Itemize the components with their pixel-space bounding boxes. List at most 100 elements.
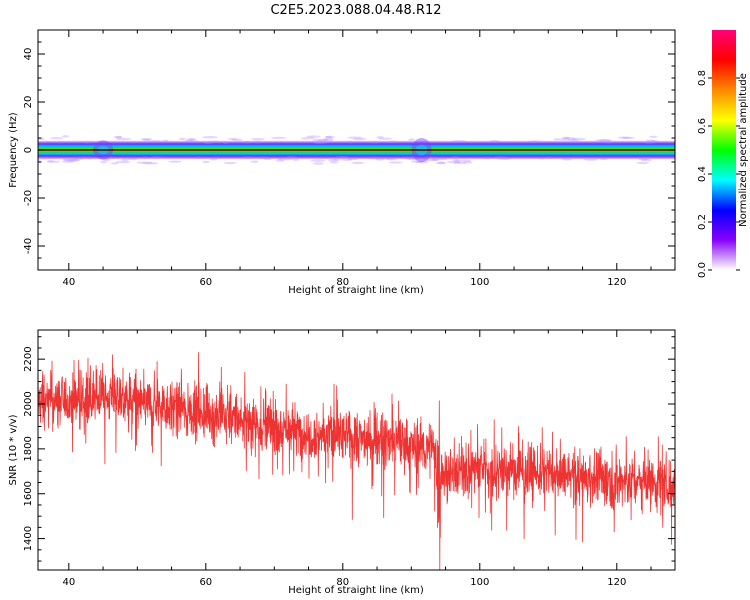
band-speckle xyxy=(178,137,186,141)
band-speckle xyxy=(561,136,570,140)
band-speckle xyxy=(140,137,153,141)
band-speckle xyxy=(403,156,420,159)
band-speckle xyxy=(431,157,448,161)
x-tick-label: 40 xyxy=(62,277,75,288)
band-speckle xyxy=(489,139,500,143)
band-speckle xyxy=(603,141,612,144)
x-tick-label: 100 xyxy=(470,577,489,588)
band-speckle xyxy=(292,158,300,161)
band-speckle xyxy=(553,138,561,141)
spectral-band xyxy=(38,135,675,165)
band-speckle xyxy=(310,159,326,162)
band-speckle xyxy=(379,156,394,160)
colorbar-tick-label: 0.8 xyxy=(697,70,708,86)
snr-frame xyxy=(37,329,676,571)
band-speckle xyxy=(352,137,367,141)
band-speckle xyxy=(115,136,123,139)
band-speckle xyxy=(561,158,572,161)
band-speckle xyxy=(375,158,385,161)
band-speckle xyxy=(410,160,424,163)
band-speckle xyxy=(386,158,397,161)
band-speckle xyxy=(227,137,238,141)
snr-series-line xyxy=(38,352,675,570)
band-speckle xyxy=(100,160,108,164)
band-speckle xyxy=(422,156,431,159)
band-speckle xyxy=(85,156,95,160)
band-speckle xyxy=(617,136,631,139)
band-speckle xyxy=(453,160,462,163)
band-speckle xyxy=(142,156,149,159)
snr-ticks: 40 60 80 100 120 1400 1600 1800 2000 2200 xyxy=(23,330,675,588)
band-speckle xyxy=(312,141,328,144)
band-speckle xyxy=(150,156,163,159)
y-tick-label: 0 xyxy=(23,147,34,153)
band-speckle xyxy=(564,137,577,140)
band-speckle xyxy=(252,141,264,144)
y-tick-label: 2200 xyxy=(23,346,34,371)
x-tick-label: 120 xyxy=(607,577,626,588)
band-speckle xyxy=(452,159,461,162)
band-speckle xyxy=(148,140,162,143)
band-speckle xyxy=(231,138,243,142)
figure-title: C2E5.2023.088.04.48.R12 xyxy=(270,3,441,18)
band-speckle xyxy=(387,140,398,144)
band-speckle xyxy=(640,158,652,162)
band-speckle xyxy=(462,161,473,164)
spectrogram-x-label: Height of straight line (km) xyxy=(288,285,424,296)
band-speckle xyxy=(341,158,353,162)
band-speckle xyxy=(636,161,650,165)
band-speckle xyxy=(207,140,221,144)
band-speckle xyxy=(567,138,579,142)
band-speckle xyxy=(250,137,266,141)
band-speckle xyxy=(312,138,323,142)
band-speckle xyxy=(210,158,218,161)
band-speckle xyxy=(378,137,393,140)
band-speckle xyxy=(328,159,338,162)
y-tick-label: 1400 xyxy=(23,526,34,551)
band-speckle xyxy=(538,157,545,160)
band-speckle xyxy=(333,158,341,161)
band-speckle xyxy=(46,159,54,163)
band-speckle xyxy=(312,162,325,165)
snr-x-label: Height of straight line (km) xyxy=(288,585,424,596)
x-tick-label: 40 xyxy=(62,577,75,588)
band-speckle xyxy=(63,159,79,162)
band-speckle xyxy=(113,135,123,139)
band-speckle xyxy=(638,158,648,161)
band-speckle xyxy=(317,139,334,142)
y-tick-label: 20 xyxy=(23,96,34,109)
band-speckle xyxy=(185,138,195,141)
band-speckle xyxy=(329,161,339,164)
band-speckle xyxy=(494,156,506,159)
band-speckle xyxy=(254,156,270,159)
band-speckle xyxy=(347,157,359,161)
band-speckle xyxy=(194,156,205,160)
band-speckle xyxy=(263,157,272,160)
band-speckle xyxy=(438,161,446,164)
colorbar-tick-label: 0.6 xyxy=(697,118,708,134)
band-speckle xyxy=(408,138,416,141)
band-speckle xyxy=(650,140,659,143)
band-speckle xyxy=(369,141,380,144)
spectrogram-ticks: 40 60 80 100 120 -40 -20 0 20 40 xyxy=(23,29,675,288)
band-speckle xyxy=(127,157,139,161)
band-speckle xyxy=(61,135,70,138)
band-speckle xyxy=(453,161,467,165)
band-speckle xyxy=(446,160,461,164)
band-speckle xyxy=(595,139,611,142)
band-speckle xyxy=(431,158,440,162)
spectrogram-y-label: Frequency (Hz) xyxy=(8,112,19,188)
band-speckle xyxy=(645,139,656,142)
band-speckle xyxy=(62,160,75,163)
band-speckle xyxy=(346,140,355,144)
band-speckle xyxy=(104,156,115,160)
x-tick-label: 60 xyxy=(199,577,212,588)
band-speckle xyxy=(202,160,210,164)
band-speckle xyxy=(306,135,321,138)
band-speckle xyxy=(121,158,129,162)
snr-y-label: SNR (10 * v/v) xyxy=(8,414,19,485)
y-tick-label: 1600 xyxy=(23,481,34,506)
colorbar-ticks: 0.0 0.2 0.4 0.6 0.8 xyxy=(697,70,740,278)
band-speckle xyxy=(68,159,80,162)
